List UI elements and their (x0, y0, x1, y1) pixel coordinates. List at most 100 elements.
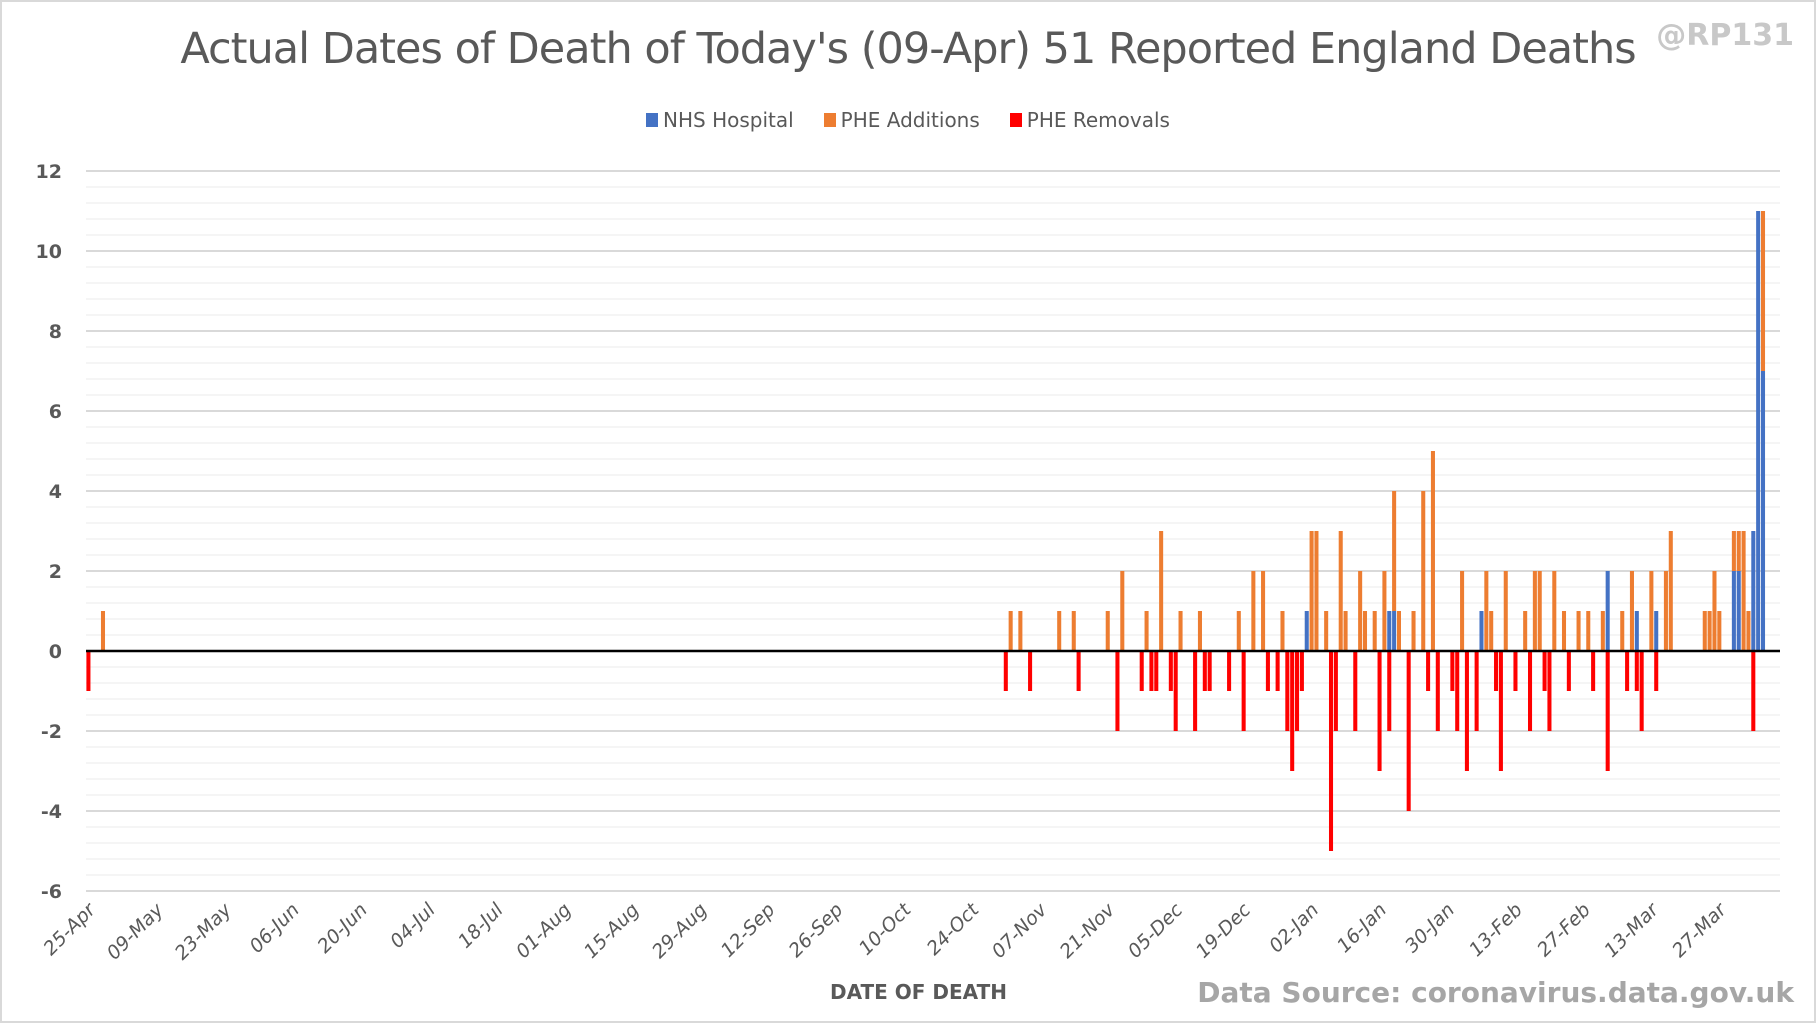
bar-phe-additions (1552, 571, 1557, 651)
y-tick-label: 6 (49, 401, 62, 423)
bar-nhs-hospital (1736, 571, 1741, 651)
bar-nhs-hospital (1387, 611, 1392, 651)
x-tick-label: 13-Feb (1465, 899, 1527, 961)
bar-phe-removals (1605, 651, 1610, 771)
bar-phe-removals (1290, 651, 1295, 771)
x-tick-label: 23-May (171, 898, 237, 964)
legend-item-phe-additions: PHE Additions (823, 108, 980, 132)
x-tick-label: 09-May (103, 898, 169, 964)
watermark: @RP131 (1656, 18, 1794, 53)
bar-phe-removals (86, 651, 91, 691)
bar-phe-additions (1600, 611, 1605, 651)
bar-nhs-hospital (1654, 611, 1659, 651)
bar-phe-additions (1668, 531, 1673, 651)
x-tick-label: 16-Jan (1333, 899, 1391, 957)
bar-phe-additions (1071, 611, 1076, 651)
bar-phe-additions (1576, 611, 1581, 651)
bar-phe-additions (1372, 611, 1377, 651)
bar-phe-additions (1712, 571, 1717, 651)
bar-phe-additions (1382, 571, 1387, 651)
bar-phe-additions (1358, 571, 1363, 651)
x-axis-ticks: 25-Apr 09-May 23-May 06-Jun 20-Jun 04-Jul 18-J… (39, 898, 1731, 964)
bar-phe-removals (1547, 651, 1552, 731)
bar-phe-removals (1751, 651, 1756, 731)
bar-phe-additions (1489, 611, 1494, 651)
bar-phe-removals (1654, 651, 1659, 691)
legend-label-phe-additions: PHE Additions (840, 108, 980, 132)
bar-phe-additions (1629, 571, 1634, 651)
bar-phe-additions (1503, 571, 1508, 651)
x-tick-label: 10-Oct (855, 898, 917, 960)
bar-phe-removals (1591, 651, 1596, 691)
y-tick-label: 2 (49, 561, 62, 583)
x-tick-label: 26-Sep (785, 899, 848, 962)
bar-phe-removals (1207, 651, 1212, 691)
x-tick-label: 02-Jan (1265, 899, 1323, 957)
legend-swatch-nhs-hospital (646, 113, 659, 127)
bar-phe-removals (1149, 651, 1154, 691)
bar-phe-removals (1193, 651, 1198, 731)
bar-phe-additions (1057, 611, 1062, 651)
bars (86, 211, 1766, 851)
bar-phe-additions (1586, 611, 1591, 651)
bar-phe-removals (1406, 651, 1411, 811)
bar-phe-removals (1028, 651, 1033, 691)
bar-phe-removals (1227, 651, 1232, 691)
legend-swatch-phe-additions (823, 113, 836, 127)
bar-phe-removals (1328, 651, 1334, 851)
bar-phe-additions (1649, 571, 1654, 651)
bar-phe-removals (1333, 651, 1338, 731)
bar-phe-additions (1731, 531, 1736, 571)
y-tick-label: -4 (41, 801, 62, 823)
bar-phe-removals (1639, 651, 1644, 731)
bar-nhs-hospital (1756, 211, 1761, 651)
bar-phe-removals (1494, 651, 1499, 691)
bar-nhs-hospital (1760, 371, 1766, 651)
bar-phe-removals (1527, 651, 1533, 731)
bar-phe-additions (1324, 611, 1329, 651)
bar-nhs-hospital (1605, 571, 1610, 651)
y-tick-label: 10 (36, 241, 62, 263)
bar-phe-removals (1115, 651, 1120, 731)
bar-phe-removals (1173, 651, 1178, 731)
bar-phe-removals (1299, 651, 1304, 691)
bar-phe-additions (1314, 531, 1319, 651)
bar-phe-additions (1018, 611, 1023, 651)
x-tick-label: 21-Nov (1056, 898, 1120, 962)
y-tick-label: 4 (49, 481, 62, 503)
y-tick-label: -6 (41, 881, 62, 903)
legend: NHS Hospital PHE Additions PHE Removals (0, 108, 1816, 132)
x-tick-label: 20-Jun (313, 899, 372, 958)
bar-phe-additions (1523, 611, 1528, 651)
bar-phe-additions (1411, 611, 1416, 651)
bar-phe-additions (1430, 451, 1435, 651)
x-tick-label: 06-Jun (245, 899, 304, 958)
bar-phe-additions (1736, 531, 1741, 571)
bar-phe-removals (1168, 651, 1173, 691)
bar-phe-additions (1120, 571, 1125, 651)
bar-phe-additions (1717, 611, 1722, 651)
x-tick-label: 18-Jul (454, 898, 508, 952)
bar-nhs-hospital (1751, 531, 1756, 651)
bar-phe-additions (1620, 611, 1625, 651)
bar-phe-additions (1537, 571, 1542, 651)
legend-label-phe-removals: PHE Removals (1026, 108, 1170, 132)
data-source-note: Data Source: coronavirus.data.gov.uk (1197, 976, 1794, 1009)
bar-phe-additions (1392, 491, 1397, 611)
bar-phe-additions (1741, 531, 1746, 651)
x-tick-label: 25-Apr (39, 898, 101, 960)
bar-phe-additions (1663, 571, 1668, 651)
bar-phe-removals (1450, 651, 1455, 691)
bar-phe-removals (1241, 651, 1246, 731)
bar-phe-additions (1261, 571, 1266, 651)
bar-phe-additions (1746, 611, 1751, 651)
y-tick-label: 12 (36, 161, 62, 183)
bar-phe-additions (1484, 571, 1489, 651)
x-tick-label: 07-Nov (988, 898, 1052, 962)
bar-nhs-hospital (1731, 571, 1736, 651)
bar-phe-additions (1236, 611, 1241, 651)
bar-phe-additions (1197, 611, 1202, 651)
bar-phe-removals (1474, 651, 1479, 731)
bar-nhs-hospital (1634, 611, 1639, 651)
